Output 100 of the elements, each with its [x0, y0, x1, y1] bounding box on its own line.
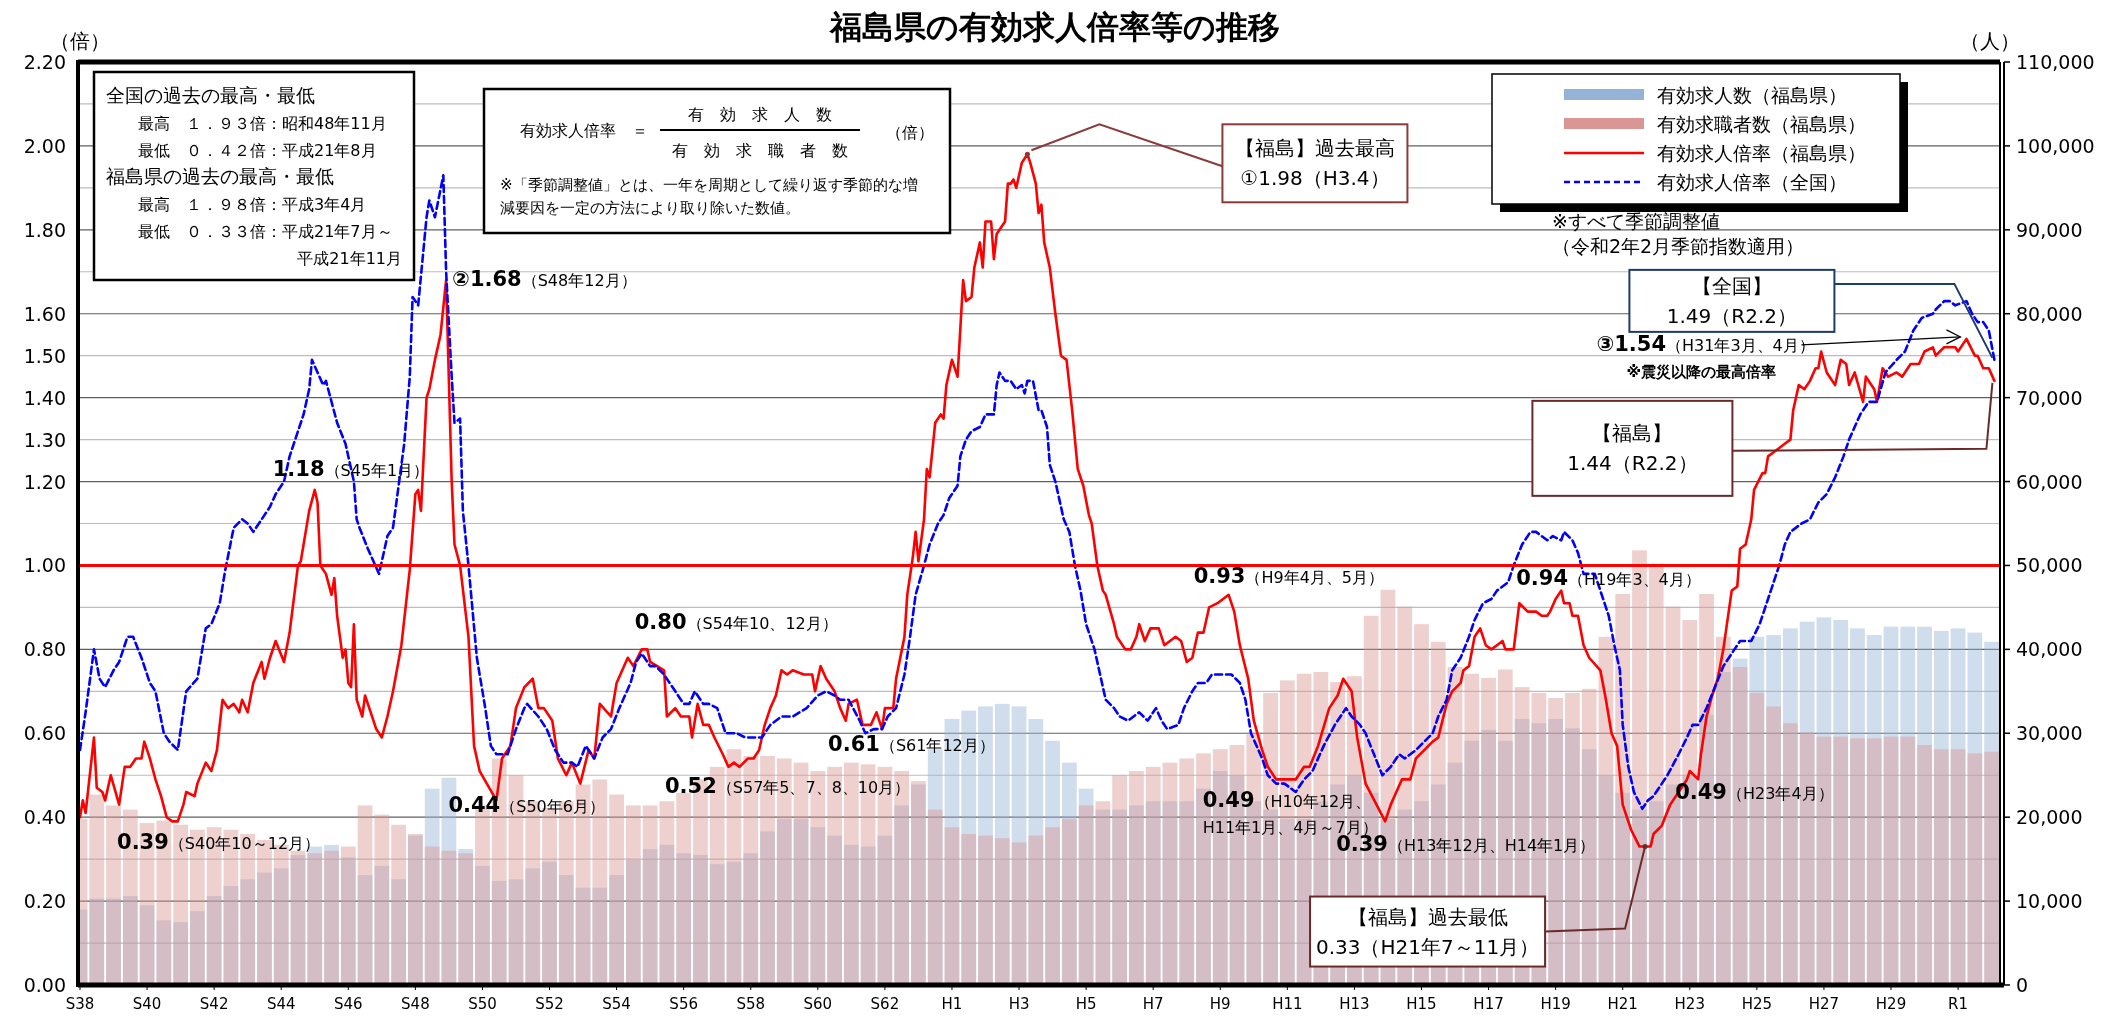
- annotation: ③1.54（H31年3月、4月） ※震災以降の最高倍率: [1596, 329, 1962, 381]
- annotation: 有効求人倍率 ＝: [520, 121, 648, 140]
- annotation: 0.49（H23年4月）: [1675, 780, 1834, 805]
- bar: [575, 784, 591, 985]
- bar: [1615, 593, 1631, 985]
- x-tick-label: H29: [1875, 995, 1907, 1013]
- bar: [1129, 771, 1144, 985]
- bar: [1598, 636, 1614, 985]
- bar: [827, 766, 842, 985]
- annotation: 【全国】: [1691, 273, 1772, 298]
- bar: [1984, 751, 1999, 985]
- x-tick-label: S46: [333, 995, 363, 1013]
- y2-tick-label: 0: [2016, 974, 2029, 996]
- bar: [994, 838, 1010, 985]
- annotation: 【福島】: [1592, 421, 1673, 446]
- bar: [894, 771, 910, 985]
- bar: [1632, 550, 1647, 985]
- x-tick-label: H17: [1473, 995, 1504, 1013]
- annotation: 0.80（S54年10、12月）: [634, 610, 838, 635]
- annotation: 福島県の過去の最高・最低: [106, 165, 334, 187]
- annotation: 【福島】過去最高 ①1.98（H3.4）: [1234, 136, 1395, 191]
- x-tick-label: S52: [535, 995, 564, 1013]
- bar: [1883, 736, 1899, 985]
- annotation: 0.39（S40年10～12月）: [117, 830, 321, 855]
- x-tick-label: H1: [941, 995, 963, 1013]
- bar: [391, 824, 406, 985]
- y-tick-label: 0.80: [23, 638, 66, 661]
- annotation: 最低 ０．３３倍：平成21年7月～平成21年11月: [106, 222, 402, 268]
- x-tick-label: H9: [1209, 995, 1231, 1013]
- x-tick-label: H5: [1075, 995, 1097, 1013]
- x-tick-label: S58: [736, 995, 766, 1013]
- annotation: 有 効 求 職 者 数: [672, 141, 848, 160]
- x-tick-label: S62: [870, 995, 900, 1013]
- bar: [1950, 749, 1966, 985]
- x-tick-label: S40: [132, 995, 162, 1013]
- bar: [642, 805, 658, 985]
- bar: [1833, 736, 1849, 985]
- annotation: 全国の過去の最高・最低: [106, 84, 315, 106]
- x-tick-label: H25: [1741, 995, 1773, 1013]
- bar: [173, 824, 188, 985]
- bar: [592, 779, 608, 985]
- bar: [1112, 775, 1128, 985]
- bar: [1011, 842, 1027, 985]
- annotation: （倍）: [886, 123, 934, 142]
- y-tick-label: 1.00: [23, 554, 66, 577]
- y-tick-label: 1.80: [23, 218, 66, 241]
- annotation: 【福島】過去最低 0.33（H21年7～11月）: [1315, 904, 1540, 959]
- y-tick-label: 0.40: [23, 806, 66, 829]
- bar: [659, 801, 675, 985]
- y-tick-label: 1.60: [23, 302, 66, 325]
- y-tick-label: 1.20: [23, 470, 66, 493]
- y-tick-label: 2.20: [23, 51, 66, 73]
- annotation: 0.44（S50年6月）: [448, 793, 605, 818]
- bar: [1028, 835, 1044, 985]
- y-tick-label: 0.00: [23, 974, 66, 996]
- bar: [978, 835, 993, 985]
- annotation: 1.44（R2.2）: [1567, 451, 1698, 476]
- bar: [625, 805, 641, 985]
- bar: [609, 794, 624, 985]
- bar: [1967, 753, 1983, 985]
- x-tick-label: H11: [1272, 995, 1303, 1013]
- bar: [1061, 818, 1077, 985]
- y2-tick-label: 60,000: [2016, 470, 2083, 493]
- annotation: 【福島】過去最高 ①1.98（H3.4）: [1024, 123, 1409, 204]
- y2-tick-label: 110,000: [2016, 51, 2095, 73]
- x-tick-label: H15: [1406, 995, 1437, 1013]
- annotation: 最低 ０．４２倍：平成21年8月: [106, 141, 377, 160]
- chart-title: 福島県の有効求人倍率等の推移: [828, 8, 1280, 46]
- bar: [424, 846, 440, 985]
- y-tick-label: 2.00: [23, 134, 66, 157]
- bar: [1799, 732, 1815, 985]
- annotation: 有 効 求 人 数: [688, 105, 832, 124]
- x-tick-label: S38: [65, 995, 95, 1013]
- y-tick-label: 1.50: [23, 344, 66, 367]
- bar: [1162, 762, 1178, 985]
- x-tick-label: S50: [468, 995, 497, 1013]
- y2-tick-label: 10,000: [2016, 890, 2083, 913]
- bar: [1581, 688, 1597, 985]
- bar: [1179, 758, 1195, 985]
- legend-label: 有効求職者数（福島県）: [1657, 113, 1866, 135]
- y-axis-title: （倍）: [50, 29, 110, 53]
- y2-tick-label: 40,000: [2016, 638, 2083, 661]
- bar: [1900, 736, 1916, 985]
- x-tick-label: H13: [1339, 995, 1370, 1013]
- x-tick-label: S44: [266, 995, 296, 1013]
- y2-tick-label: 20,000: [2016, 806, 2083, 829]
- x-tick-label: H19: [1540, 995, 1571, 1013]
- x-tick-label: S56: [669, 995, 698, 1013]
- x-tick-label: H7: [1142, 995, 1164, 1013]
- legend-label: 有効求人数（福島県）: [1657, 84, 1847, 106]
- annotation: 1.49（R2.2）: [1666, 303, 1798, 328]
- y-tick-label: 1.30: [23, 428, 66, 451]
- y2-axis-title: （人）: [1960, 29, 2020, 53]
- bar: [1917, 745, 1932, 985]
- bar: [676, 792, 692, 985]
- note-right: ※すべて季節調整値 （令和2年2月季節指数適用）: [1552, 210, 1805, 257]
- bar: [441, 850, 457, 985]
- bar: [1866, 738, 1882, 985]
- y2-tick-label: 50,000: [2016, 554, 2083, 577]
- y2-tick-label: 90,000: [2016, 218, 2083, 241]
